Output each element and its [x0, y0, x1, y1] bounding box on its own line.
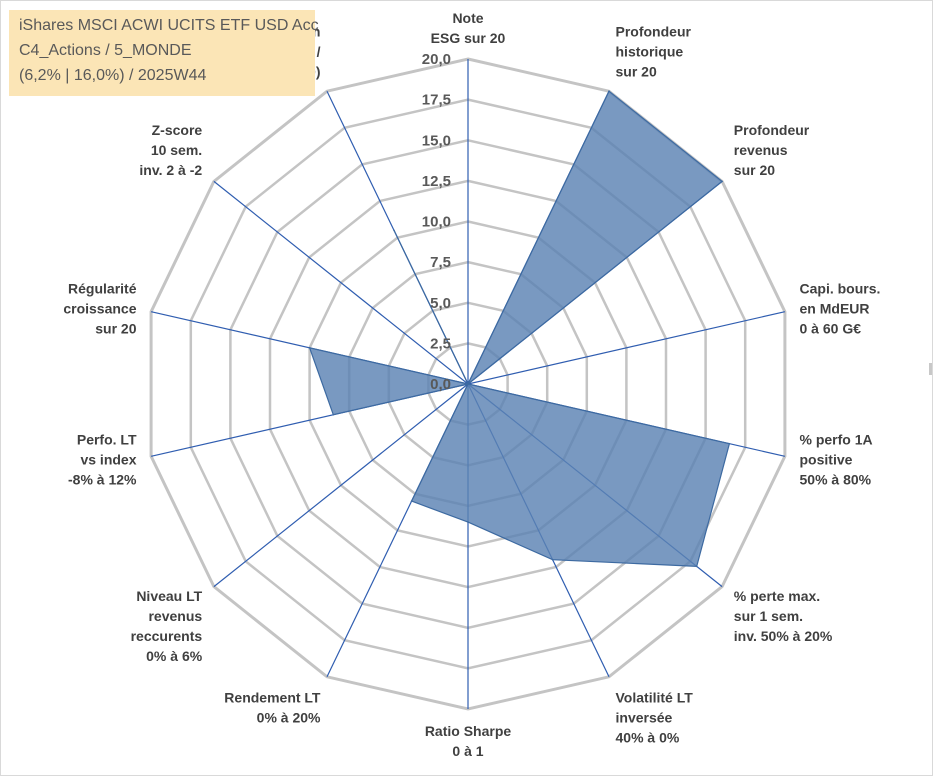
axis-label-8: Rendement LT 0% à 20%	[224, 689, 321, 725]
axis-label-line: 0% à 20%	[257, 709, 321, 725]
axis-label-line: inv. 50% à 20%	[734, 628, 833, 644]
tick-label: 2,5	[430, 335, 451, 352]
tick-label: 0,0	[430, 376, 451, 393]
axis-label-line: en MdEUR	[800, 300, 870, 316]
axis-label-line: sur 20	[616, 64, 657, 80]
axis-label-4: % perfo 1A positive 50% à 80%	[800, 432, 873, 488]
spoke-9	[213, 383, 469, 588]
tick-label: 7,5	[430, 254, 451, 271]
data-point-5	[695, 565, 698, 568]
tick-label: 5,0	[430, 295, 451, 312]
axis-label-6: Volatilité LT inversée 40% à 0%	[616, 689, 694, 745]
axis-label-line: Volatilité LT	[616, 689, 694, 705]
axis-label-line: Note	[452, 10, 483, 26]
axis-label-line: 40% à 0%	[616, 729, 680, 745]
axis-label-line: % perte max.	[734, 588, 820, 604]
axis-label-line: Profondeur	[734, 122, 810, 138]
axis-label-line: Capi. bours.	[800, 280, 881, 296]
axis-label-line: sur 20	[734, 162, 775, 178]
axis-label-line: Ratio Sharpe	[425, 723, 512, 739]
data-point-13	[393, 229, 395, 232]
axis-label-1: Profondeur historique sur 20	[616, 24, 692, 80]
axis-label-line: vs index	[80, 452, 136, 468]
data-point-12	[467, 383, 469, 385]
scrollbar-thumb[interactable]	[929, 363, 932, 375]
axis-label-line: reccurents	[131, 628, 203, 644]
axis-label-line: -8% à 12%	[68, 472, 137, 488]
axis-label-11: Régularité croissance sur 20	[63, 280, 136, 336]
axis-label-line: ESG sur 20	[431, 30, 506, 46]
axis-label-7: Ratio Sharpe 0 à 1	[425, 723, 512, 759]
axis-label-line: % perfo 1A	[800, 432, 873, 448]
axis-label-line: Profondeur	[616, 24, 692, 40]
data-point-8	[410, 500, 413, 502]
axis-label-10: Perfo. LT vs index -8% à 12%	[68, 432, 137, 488]
data-point-2	[721, 180, 723, 183]
data-point-11	[308, 347, 311, 349]
axis-label-line: positive	[800, 452, 853, 468]
axis-label-line: sur 20	[95, 320, 136, 336]
spoke-3	[467, 311, 786, 385]
axis-label-line: Z-score	[152, 122, 203, 138]
axis-label-line: Régularité	[68, 280, 137, 296]
axis-label-line: inv. 2 à -2	[139, 162, 202, 178]
axis-label-line: 50% à 80%	[800, 472, 872, 488]
data-point-10	[332, 413, 335, 416]
data-point-4	[728, 442, 731, 445]
fund-name: iShares MSCI ACWI UCITS ETF USD Acc	[19, 17, 319, 34]
axis-label-9: Niveau LT revenus reccurents 0% à 6%	[131, 588, 203, 664]
axis-label-line: 10 sem.	[151, 142, 202, 158]
axis-label-line: inversée	[616, 709, 673, 725]
axis-label-0: Note ESG sur 20	[431, 10, 506, 46]
tick-label: 12,5	[422, 173, 451, 190]
radar-series	[308, 90, 731, 568]
axis-label-2: Profondeur revenus sur 20	[734, 122, 810, 178]
data-point-6	[551, 558, 554, 561]
radial-tick-labels: 0,0 2,5 5,0 7,5 10,0 12,5 15,0 17,5 20,0	[422, 51, 451, 393]
axis-label-line: croissance	[63, 300, 136, 316]
scrollbar[interactable]	[928, 1, 932, 777]
axis-labels: Note ESG sur 20 Profondeur historique sur 20…	[63, 10, 880, 759]
axis-label-line: 0 à 1	[452, 743, 483, 759]
data-point-1	[608, 90, 610, 92]
axis-label-line: historique	[616, 44, 684, 60]
axis-label-line: 0% à 6%	[146, 648, 203, 664]
axis-label-12: Z-score 10 sem. inv. 2 à -2	[139, 122, 202, 178]
spoke-12	[213, 180, 469, 385]
axis-label-line: revenus	[148, 608, 202, 624]
fund-stats: (6,2% | 16,0%) / 2025W44	[19, 67, 207, 84]
data-point-7	[467, 521, 469, 523]
axis-label-line: revenus	[734, 142, 788, 158]
axis-label-3: Capi. bours. en MdEUR 0 à 60 G€	[800, 280, 881, 336]
fund-category: C4_Actions / 5_MONDE	[19, 42, 192, 59]
axis-label-line: 0 à 60 G€	[800, 320, 862, 336]
axis-label-line: Rendement LT	[224, 689, 321, 705]
tick-label: 17,5	[422, 92, 451, 109]
axis-label-line: Niveau LT	[136, 588, 202, 604]
axis-label-5: % perte max. sur 1 sem. inv. 50% à 20%	[734, 588, 833, 644]
fund-info-box: iShares MSCI ACWI UCITS ETF USD Acc C4_A…	[9, 10, 319, 96]
tick-label: 10,0	[422, 214, 451, 231]
tick-label: 15,0	[422, 132, 451, 149]
axis-label-line: sur 1 sem.	[734, 608, 803, 624]
axis-label-line: Perfo. LT	[77, 432, 137, 448]
tick-label: 20,0	[422, 51, 451, 68]
